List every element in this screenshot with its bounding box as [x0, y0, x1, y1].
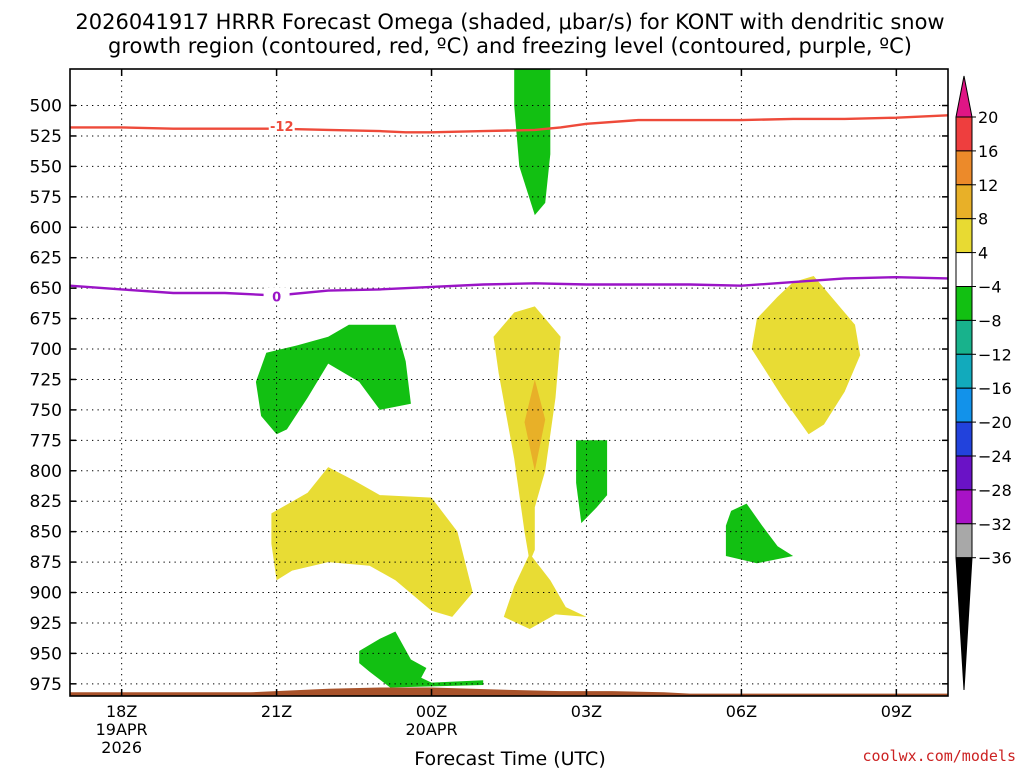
credit-text: coolwx.com/models	[862, 747, 1016, 765]
colorbar-top-extend	[955, 75, 973, 118]
dendritic-12C-label: -12	[270, 120, 294, 135]
colorbar-segment	[955, 319, 973, 355]
colorbar-label: −12	[978, 345, 1012, 364]
y-tick-label: 900	[30, 584, 62, 604]
colorbar-segment	[955, 286, 973, 321]
yellow-blob-22z-850mb	[271, 467, 473, 617]
colorbar-label: −8	[978, 311, 1002, 330]
x-tick-label: 09Z	[881, 702, 912, 721]
dendritic-12C-label-bg	[268, 117, 295, 135]
green-blob-06z-850mb	[725, 503, 794, 564]
y-tick-label: 850	[30, 523, 62, 543]
y-tick-label: 525	[30, 127, 62, 147]
y-tick-label: 750	[30, 401, 62, 421]
colorbar-label: −20	[978, 413, 1012, 432]
green-blob-03z-800mb	[576, 440, 608, 524]
colorbar-label: −16	[978, 379, 1012, 398]
ground-terrain	[70, 687, 948, 696]
green-blob-00z-950mb	[359, 631, 484, 688]
x-tick-label: 21Z	[261, 702, 292, 721]
y-tick-label: 875	[30, 553, 62, 573]
green-blob-21z-700mb	[255, 324, 411, 435]
y-tick-label: 675	[30, 310, 62, 330]
x-tick-year: 2026	[101, 738, 142, 757]
y-tick-label: 950	[30, 644, 62, 664]
colorbar-label: −24	[978, 447, 1012, 466]
yellow-blob-02z-900mb	[503, 553, 587, 629]
colorbar-segment	[955, 150, 973, 186]
y-tick-label: 825	[30, 492, 62, 512]
colorbar-label: −32	[978, 515, 1012, 534]
x-tick-date: 19APR	[96, 720, 148, 739]
y-tick-label: 775	[30, 431, 62, 451]
green-column-0330z	[514, 69, 551, 216]
colorbar-segment	[955, 523, 973, 559]
colorbar-label: 20	[978, 108, 998, 127]
dendritic-12C-line	[70, 114, 948, 134]
freezing-level-0C-line	[70, 276, 948, 297]
plot-inner: -12 0	[70, 69, 948, 696]
chart-title-line2: growth region (contoured, red, ºC) and f…	[108, 34, 912, 58]
y-tick-label: 800	[30, 462, 62, 482]
colorbar-bottom-extend	[955, 557, 973, 691]
y-tick-label: 700	[30, 340, 62, 360]
colorbar-segment	[955, 421, 973, 457]
freezing-level-0C-label-bg	[263, 287, 290, 305]
freezing-level-0C-label: 0	[272, 291, 281, 306]
colorbar: 20 16 12 8 4 −4 −8 −12 −16 −20 −24 −28 −32 −36	[955, 75, 1012, 691]
x-tick-label: 18Z	[106, 702, 137, 721]
y-tick-label: 575	[30, 188, 62, 208]
colorbar-segment	[955, 252, 973, 288]
colorbar-label: 8	[978, 210, 988, 229]
colorbar-segment	[955, 116, 973, 152]
y-tick-label: 500	[30, 97, 62, 117]
yellow-plume-02z	[493, 306, 561, 563]
colorbar-segment	[955, 184, 973, 220]
colorbar-segment	[955, 387, 973, 423]
y-tick-label: 625	[30, 249, 62, 269]
y-tick-label: 600	[30, 218, 62, 238]
colorbar-label: 16	[978, 142, 998, 161]
y-tick-label: 975	[30, 675, 62, 695]
x-tick-date: 20APR	[405, 720, 457, 739]
y-tick-label: 925	[30, 614, 62, 634]
colorbar-segment	[955, 353, 973, 389]
y-tick-label: 550	[30, 157, 62, 177]
colorbar-segment	[955, 455, 973, 491]
yellow-blob-07z-700mb	[751, 276, 861, 435]
y-tick-label: 650	[30, 279, 62, 299]
x-tick-label: 06Z	[726, 702, 757, 721]
colorbar-label: 12	[978, 176, 998, 195]
colorbar-label: −4	[978, 278, 1002, 297]
x-axis-label: Forecast Time (UTC)	[414, 748, 605, 768]
colorbar-segment	[955, 218, 973, 254]
x-tick-label: 03Z	[571, 702, 602, 721]
plot-area: -12 0 500 525 550 575 600 625 650 675 700 725 750 775…	[30, 68, 949, 757]
plot-frame	[69, 68, 949, 697]
colorbar-label: −36	[978, 549, 1012, 568]
x-tick-label: 00Z	[416, 702, 447, 721]
y-tick-label: 725	[30, 370, 62, 390]
colorbar-label: 4	[978, 244, 988, 263]
chart-title-line1: 2026041917 HRRR Forecast Omega (shaded, …	[75, 10, 944, 34]
orange-core-02z	[524, 379, 546, 471]
colorbar-label: −28	[978, 481, 1012, 500]
colorbar-segment	[955, 489, 973, 525]
